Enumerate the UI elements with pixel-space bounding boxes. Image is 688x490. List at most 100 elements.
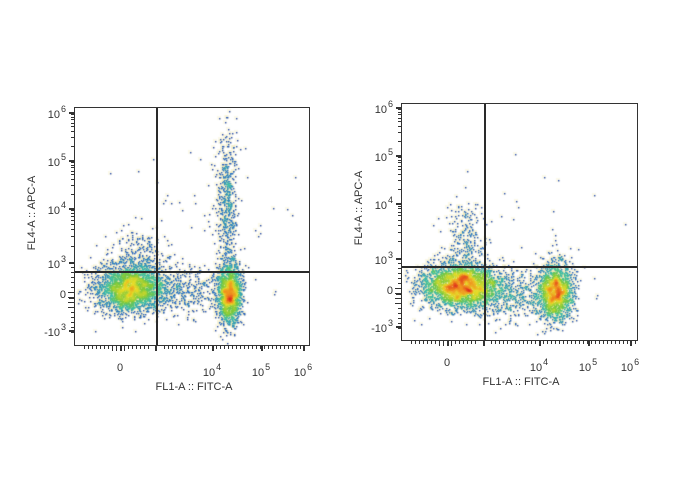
y-minor-tick: [68, 302, 74, 303]
y-tick-label: 103: [374, 250, 393, 267]
x-minor-tick: [292, 346, 293, 349]
x-minor-tick: [248, 346, 249, 349]
x-minor-tick: [447, 341, 448, 346]
y-minor-tick: [71, 317, 74, 318]
y-minor-tick: [398, 117, 401, 119]
y-minor-tick: [71, 126, 74, 128]
x-minor-tick: [216, 346, 217, 349]
x-minor-tick: [607, 341, 608, 344]
x-minor-tick: [116, 346, 117, 351]
x-minor-tick: [196, 346, 197, 349]
y-minor-tick: [398, 323, 401, 324]
density-points: [75, 108, 309, 345]
y-minor-tick: [398, 328, 401, 329]
y-minor-tick: [71, 332, 74, 333]
x-minor-tick: [411, 341, 412, 344]
x-minor-tick: [495, 341, 496, 344]
x-tick-label: 0: [116, 362, 124, 374]
x-tick-label: 106: [293, 362, 313, 379]
y-tick-label: 105: [47, 152, 66, 169]
x-minor-tick: [92, 346, 93, 349]
y-minor-tick: [71, 122, 74, 124]
y-tick-label: 0: [59, 289, 66, 301]
y-major-tick: [69, 112, 74, 114]
y-minor-tick: [398, 162, 401, 164]
y-minor-tick: [398, 241, 401, 243]
y-minor-tick: [395, 293, 401, 294]
y-minor-tick: [398, 273, 401, 274]
x-minor-tick: [459, 341, 460, 344]
y-tick-label: 104: [47, 200, 66, 217]
quadrant-gate-vertical[interactable]: [156, 108, 158, 345]
x-minor-tick: [583, 341, 584, 344]
x-minor-tick: [164, 346, 165, 349]
y-minor-tick: [71, 272, 74, 273]
y-minor-tick: [398, 159, 401, 161]
x-minor-tick: [140, 346, 141, 349]
x-minor-tick: [244, 346, 245, 349]
x-minor-tick: [471, 341, 472, 344]
x-minor-tick: [567, 341, 568, 344]
x-minor-tick: [527, 341, 528, 344]
x-major-tick: [261, 346, 263, 351]
y-minor-tick: [398, 174, 401, 176]
x-minor-tick: [120, 346, 121, 351]
x-minor-tick: [571, 341, 572, 344]
x-minor-tick: [272, 346, 273, 349]
y-minor-tick: [398, 278, 401, 279]
y-tick-label: 104: [374, 195, 393, 212]
y-minor-tick: [395, 303, 401, 304]
x-major-tick: [588, 341, 590, 346]
x-major-tick: [303, 346, 305, 351]
x-minor-tick: [112, 346, 113, 351]
y-axis-label: FL4-A :: APC-A: [353, 170, 365, 246]
y-minor-tick: [398, 114, 401, 116]
quadrant-gate-horizontal[interactable]: [75, 271, 309, 273]
x-minor-tick: [252, 346, 253, 349]
y-minor-tick: [71, 216, 74, 218]
y-tick-label: 103: [47, 254, 66, 271]
x-minor-tick: [455, 341, 456, 344]
x-minor-tick: [551, 341, 552, 344]
y-minor-tick: [398, 169, 401, 171]
y-minor-tick: [71, 170, 74, 172]
x-minor-tick: [188, 346, 189, 349]
x-minor-tick: [631, 341, 632, 344]
x-minor-tick: [615, 341, 616, 344]
plot-area: [74, 107, 310, 346]
x-minor-tick: [591, 341, 592, 344]
x-minor-tick: [208, 346, 209, 349]
x-major-tick: [483, 341, 485, 346]
x-minor-tick: [280, 346, 281, 349]
y-minor-tick: [398, 224, 401, 226]
x-minor-tick: [575, 341, 576, 344]
x-minor-tick: [419, 341, 420, 344]
y-major-tick: [69, 262, 74, 264]
density-points: [402, 104, 637, 340]
x-minor-tick: [176, 346, 177, 349]
y-minor-tick: [398, 215, 401, 217]
x-minor-tick: [136, 346, 137, 349]
y-minor-tick: [71, 193, 74, 195]
x-minor-tick: [192, 346, 193, 349]
x-minor-tick: [587, 341, 588, 344]
y-major-tick: [69, 330, 74, 332]
x-minor-tick: [84, 346, 85, 349]
x-minor-tick: [304, 346, 305, 349]
y-minor-tick: [71, 327, 74, 328]
x-major-tick: [155, 346, 157, 351]
x-minor-tick: [611, 341, 612, 344]
y-minor-tick: [71, 282, 74, 283]
x-minor-tick: [535, 341, 536, 344]
x-minor-tick: [435, 341, 436, 344]
quadrant-gate-vertical[interactable]: [484, 104, 486, 340]
x-minor-tick: [124, 346, 125, 351]
y-minor-tick: [71, 116, 74, 118]
x-minor-tick: [256, 346, 257, 349]
y-minor-tick: [71, 229, 74, 231]
x-minor-tick: [300, 346, 301, 349]
y-major-tick: [396, 155, 401, 157]
quadrant-gate-horizontal[interactable]: [402, 266, 637, 268]
x-minor-tick: [104, 346, 105, 349]
y-minor-tick: [71, 164, 74, 166]
